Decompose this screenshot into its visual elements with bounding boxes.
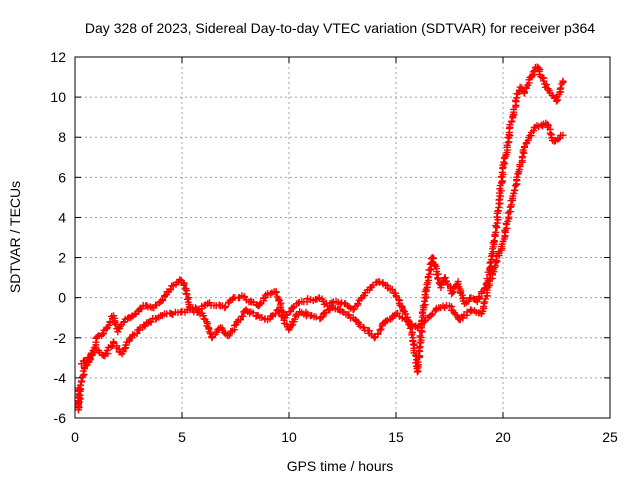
data-marker (205, 328, 213, 336)
data-point (467, 306, 475, 314)
data-marker (133, 329, 141, 337)
data-marker (443, 277, 451, 285)
x-tick-label: 5 (178, 429, 186, 445)
data-marker (256, 300, 264, 308)
grid (75, 57, 610, 418)
data-marker (513, 173, 521, 181)
data-marker (481, 298, 489, 306)
data-marker (102, 325, 110, 333)
x-tick-label: 10 (281, 429, 297, 445)
data-point (289, 304, 297, 312)
data-marker (215, 301, 223, 309)
data-marker (511, 182, 519, 190)
y-axis: -6 -4 -2 0 2 4 6 8 10 12 (50, 49, 610, 426)
data-marker (464, 297, 472, 305)
data-marker (546, 129, 554, 137)
data-marker (530, 67, 538, 75)
y-tick-label: -6 (54, 410, 67, 426)
data-marker (276, 308, 284, 316)
series-1 (77, 119, 567, 368)
data-marker (143, 302, 151, 310)
data-marker (557, 84, 565, 92)
data-marker (94, 332, 102, 340)
data-marker (354, 300, 362, 308)
data-marker (111, 320, 119, 328)
data-marker (421, 297, 429, 305)
data-marker (463, 308, 471, 316)
data-marker (511, 187, 519, 195)
data-marker (520, 149, 528, 157)
data-marker (75, 391, 83, 399)
data-marker (459, 314, 467, 322)
y-tick-label: 2 (58, 250, 66, 266)
data-marker (398, 302, 406, 310)
series-0 (75, 63, 567, 414)
data-marker (77, 377, 85, 385)
data-series (75, 63, 567, 414)
y-tick-label: 10 (50, 89, 66, 105)
data-marker (480, 299, 488, 307)
x-axis-title: GPS time / hours (287, 458, 394, 474)
x-tick-label: 25 (602, 429, 618, 445)
plot-frame (74, 56, 611, 419)
data-point (508, 117, 516, 125)
data-marker (499, 177, 507, 185)
x-tick-label: 20 (495, 429, 511, 445)
data-marker (388, 285, 396, 293)
data-marker (427, 311, 435, 319)
data-marker (417, 334, 425, 342)
data-marker (377, 325, 385, 333)
data-marker (406, 324, 414, 332)
data-marker (138, 305, 146, 313)
data-marker (266, 290, 274, 298)
data-point (167, 310, 175, 318)
data-marker (434, 275, 442, 283)
data-marker (500, 158, 508, 166)
data-point (559, 77, 567, 85)
x-tick-label: 15 (388, 429, 404, 445)
chart-title: Day 328 of 2023, Sidereal Day-to-day VTE… (85, 20, 595, 36)
data-marker (529, 68, 537, 76)
y-axis-title: SDTVAR / TECUs (7, 181, 23, 293)
data-point (516, 83, 524, 91)
y-tick-label: 6 (58, 169, 66, 185)
data-marker (430, 254, 438, 262)
data-marker (505, 213, 513, 221)
data-marker (291, 315, 299, 323)
data-marker (395, 296, 403, 304)
data-marker (312, 313, 320, 321)
data-marker (356, 322, 364, 330)
data-marker (376, 326, 384, 334)
data-point (176, 276, 184, 284)
x-axis: 0 5 10 15 20 25 (71, 57, 618, 445)
data-marker (287, 308, 295, 316)
data-point (559, 131, 567, 139)
data-marker (492, 228, 500, 236)
y-tick-label: -4 (54, 370, 67, 386)
data-marker (520, 88, 528, 96)
y-tick-label: 8 (58, 129, 66, 145)
y-tick-label: 12 (50, 49, 66, 65)
data-marker (414, 358, 422, 366)
data-marker (167, 286, 174, 294)
data-marker (416, 332, 424, 340)
data-marker (221, 303, 229, 311)
data-marker (496, 192, 504, 200)
y-tick-label: 0 (58, 290, 66, 306)
data-marker (518, 153, 526, 161)
data-marker (374, 330, 382, 338)
data-marker (418, 328, 426, 336)
data-marker (121, 345, 129, 353)
x-tick-label: 0 (71, 429, 79, 445)
y-tick-label: -2 (54, 330, 67, 346)
data-marker (272, 289, 280, 297)
data-marker (85, 353, 93, 361)
data-marker (76, 381, 84, 389)
data-point (413, 324, 421, 332)
y-tick-label: 4 (58, 209, 66, 225)
data-marker (147, 318, 155, 326)
data-marker (398, 314, 406, 322)
